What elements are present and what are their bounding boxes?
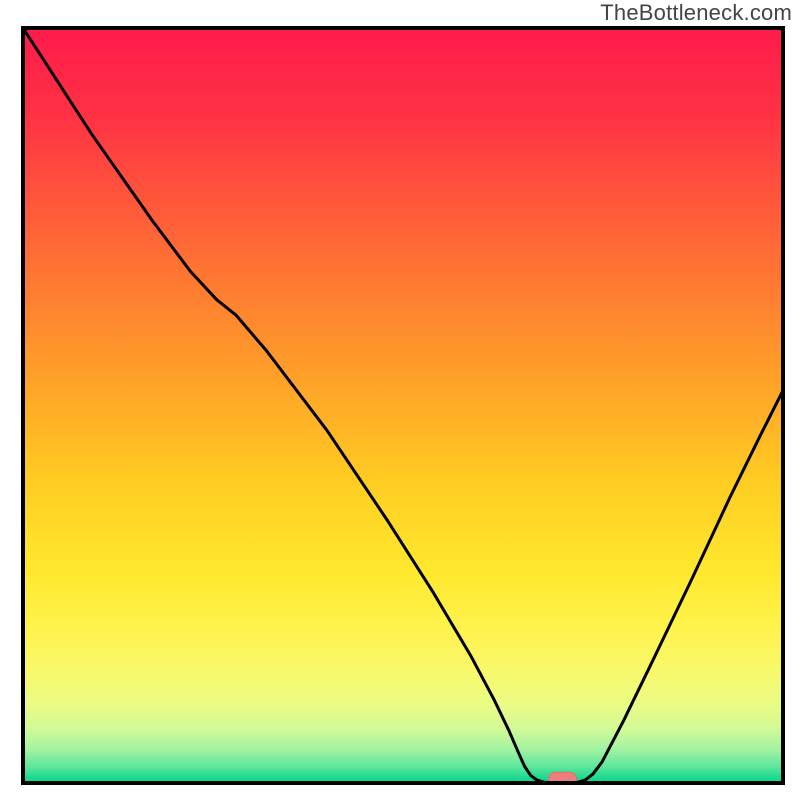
watermark-text: TheBottleneck.com: [600, 0, 792, 26]
bottleneck-plot: [0, 0, 800, 800]
gradient-background: [23, 28, 783, 783]
plot-area: [23, 28, 783, 786]
chart-root: TheBottleneck.com: [0, 0, 800, 800]
